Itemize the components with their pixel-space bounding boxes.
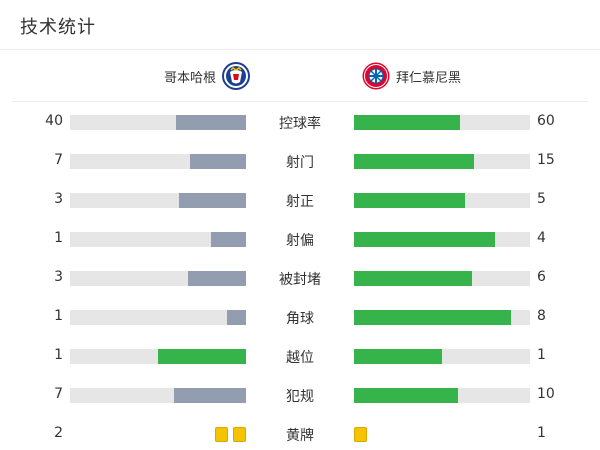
home-stat-value: 40 bbox=[45, 113, 63, 129]
away-yellow-cards bbox=[354, 427, 367, 442]
stat-label: 黄牌 bbox=[286, 428, 314, 444]
stat-row-yellow-cards: 2 黄牌 1 bbox=[0, 415, 600, 450]
away-stat-value: 5 bbox=[537, 191, 546, 207]
home-stat-bar bbox=[70, 349, 246, 364]
home-stat-value: 7 bbox=[54, 152, 63, 168]
home-stat-bar-fill bbox=[179, 193, 246, 208]
stat-row: 7 犯规 10 bbox=[0, 376, 600, 415]
home-stat-value: 3 bbox=[54, 191, 63, 207]
away-stat-bar-fill bbox=[354, 349, 442, 364]
fc-kobenhavn-crest-icon bbox=[222, 62, 250, 90]
away-stat-bar-fill bbox=[354, 310, 511, 325]
away-stat-value: 8 bbox=[537, 308, 546, 324]
away-stat-bar-fill bbox=[354, 193, 465, 208]
stat-row: 7 射门 15 bbox=[0, 142, 600, 181]
away-stat-bar bbox=[354, 271, 530, 286]
stat-row: 40 控球率 60 bbox=[0, 103, 600, 142]
fc-bayern-crest-icon bbox=[362, 62, 390, 90]
home-team-name: 哥本哈根 bbox=[163, 70, 216, 86]
away-stat-bar-fill bbox=[354, 388, 458, 403]
stats-table: 40 控球率 60 7 射门 15 3 射正 5 1 射偏 bbox=[0, 103, 600, 450]
home-stat-value: 3 bbox=[54, 269, 63, 285]
stat-label: 射正 bbox=[286, 194, 314, 210]
stat-label: 控球率 bbox=[279, 116, 321, 132]
home-stat-bar-fill bbox=[158, 349, 246, 364]
stat-row: 3 被封堵 6 bbox=[0, 259, 600, 298]
away-stat-bar bbox=[354, 310, 530, 325]
away-stat-bar bbox=[354, 388, 530, 403]
away-team[interactable]: 拜仁慕尼黑 bbox=[362, 62, 461, 90]
stat-label: 犯规 bbox=[286, 389, 314, 405]
home-stat-value: 1 bbox=[54, 347, 63, 363]
away-stat-bar bbox=[354, 349, 530, 364]
away-stat-bar bbox=[354, 115, 530, 130]
stat-row: 1 越位 1 bbox=[0, 337, 600, 376]
yellow-card-icon bbox=[233, 427, 246, 442]
away-team-name: 拜仁慕尼黑 bbox=[396, 70, 462, 86]
home-stat-bar bbox=[70, 154, 246, 169]
stat-label: 角球 bbox=[286, 311, 314, 327]
page-title: 技术统计 bbox=[20, 17, 96, 38]
away-stat-value: 15 bbox=[537, 152, 555, 168]
stats-header: 技术统计 bbox=[0, 0, 600, 50]
home-stat-bar-fill bbox=[173, 388, 246, 403]
away-stat-bar-fill bbox=[354, 154, 474, 169]
away-stat-value: 1 bbox=[537, 347, 546, 363]
stat-row: 1 角球 8 bbox=[0, 298, 600, 337]
away-stat-value: 4 bbox=[537, 230, 546, 246]
away-stat-bar bbox=[354, 154, 530, 169]
home-yellow-cards-value: 2 bbox=[54, 425, 63, 441]
teams-bar: 哥本哈根 拜仁慕尼黑 bbox=[12, 50, 588, 102]
home-stat-value: 1 bbox=[54, 230, 63, 246]
away-yellow-cards-value: 1 bbox=[537, 425, 546, 441]
stat-row: 1 射偏 4 bbox=[0, 220, 600, 259]
away-stat-bar-fill bbox=[354, 232, 495, 247]
home-yellow-cards bbox=[215, 427, 246, 442]
home-stat-bar-fill bbox=[210, 232, 246, 247]
home-stat-bar-fill bbox=[175, 115, 246, 130]
home-stat-bar-fill bbox=[189, 154, 246, 169]
away-stat-bar bbox=[354, 193, 530, 208]
away-stat-bar-fill bbox=[354, 115, 460, 130]
stat-row: 3 射正 5 bbox=[0, 181, 600, 220]
yellow-card-icon bbox=[354, 427, 367, 442]
away-stat-value: 10 bbox=[537, 386, 555, 402]
home-stat-bar-fill bbox=[226, 310, 246, 325]
home-stat-bar bbox=[70, 232, 246, 247]
home-stat-bar-fill bbox=[187, 271, 246, 286]
away-stat-value: 6 bbox=[537, 269, 546, 285]
home-team[interactable]: 哥本哈根 bbox=[164, 62, 250, 90]
home-stat-bar bbox=[70, 271, 246, 286]
away-stat-value: 60 bbox=[537, 113, 555, 129]
away-stat-bar-fill bbox=[354, 271, 472, 286]
home-stat-bar bbox=[70, 193, 246, 208]
stat-label: 射门 bbox=[286, 155, 314, 171]
home-stat-bar bbox=[70, 388, 246, 403]
stat-label: 越位 bbox=[286, 350, 314, 366]
home-stat-value: 7 bbox=[54, 386, 63, 402]
yellow-card-icon bbox=[215, 427, 228, 442]
stat-label: 被封堵 bbox=[279, 272, 321, 288]
home-stat-bar bbox=[70, 115, 246, 130]
home-stat-bar bbox=[70, 310, 246, 325]
home-stat-value: 1 bbox=[54, 308, 63, 324]
stat-label: 射偏 bbox=[286, 233, 314, 249]
away-stat-bar bbox=[354, 232, 530, 247]
